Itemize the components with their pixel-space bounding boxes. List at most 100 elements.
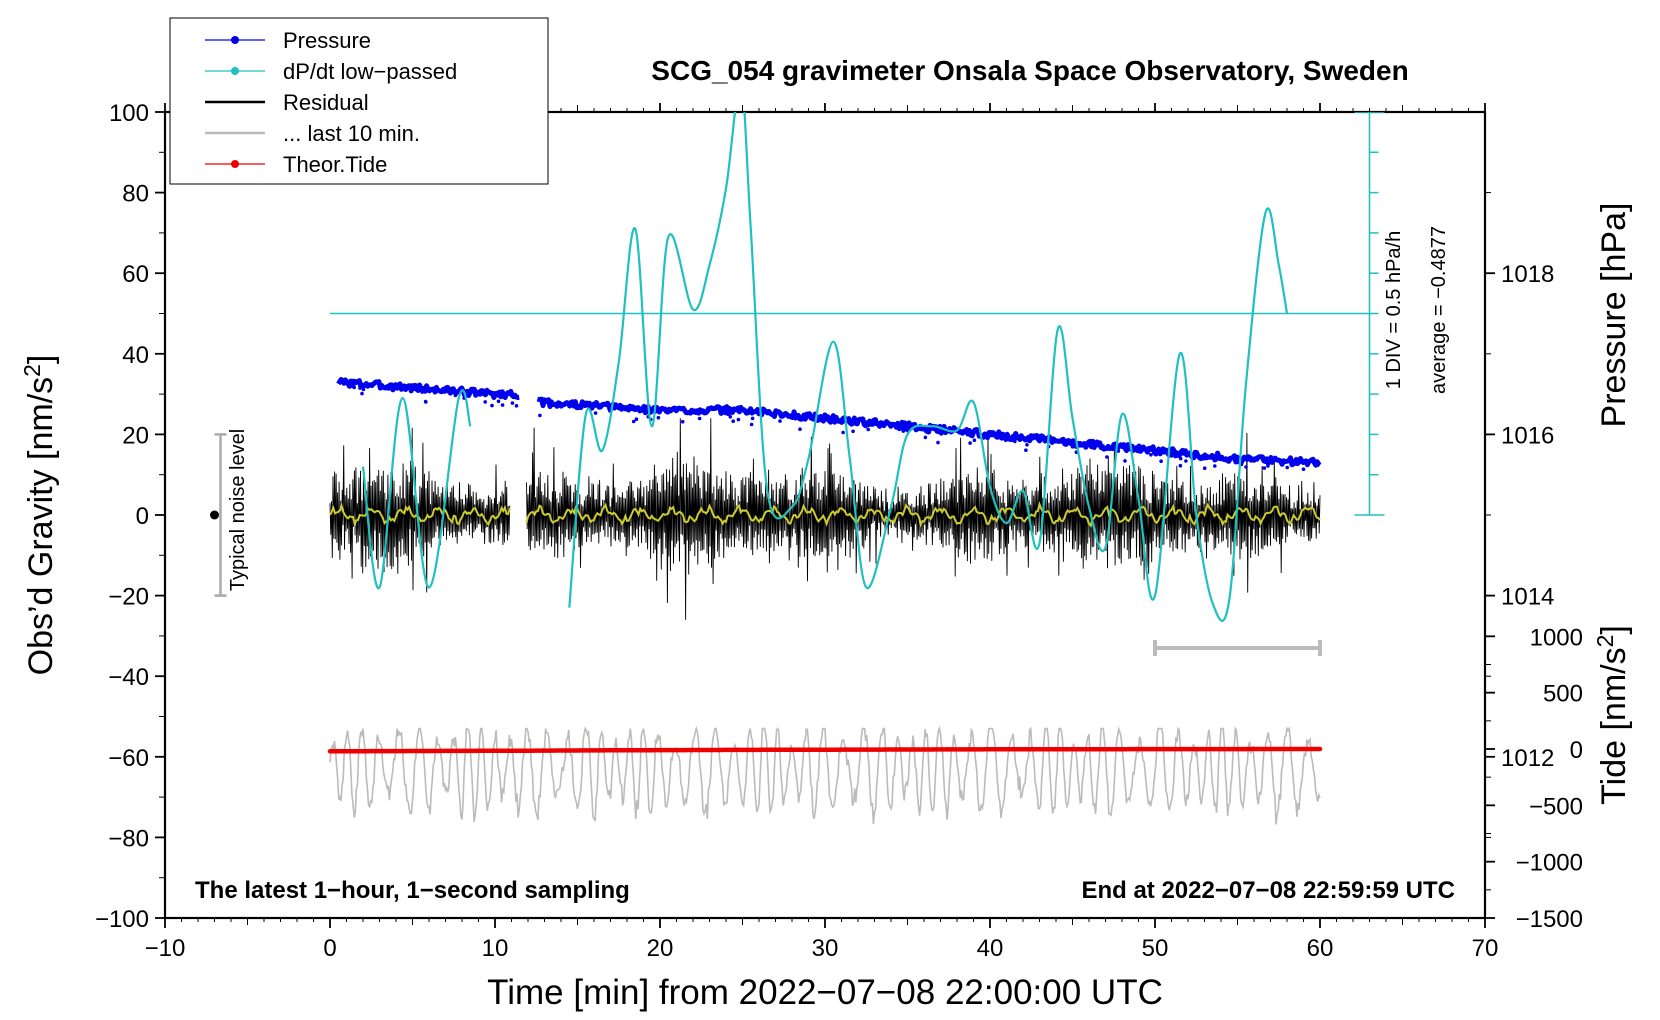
plot-area [210,112,1385,825]
last-10-min-bracket [1153,639,1322,656]
legend-label: ... last 10 min. [283,121,420,146]
tide-tick-label: −500 [1529,793,1583,820]
y-tick-label: −20 [108,584,149,611]
y-tick-label: −100 [95,906,149,933]
x-tick-label: 60 [1307,935,1334,962]
legend-item: ... last 10 min. [205,121,420,146]
y-tick-label: 100 [109,100,149,127]
x-tick-label: 30 [812,935,839,962]
pressure-point [1178,463,1183,468]
axes: −10 0 10 20 30 40 50 60 70−100−80−60−40−20020406… [95,100,1583,962]
dpdt-scale-label: 1 DIV = 0.5 hPa/h [1383,231,1405,389]
pressure-point [1025,443,1029,447]
legend-label: Pressure [283,28,371,53]
tide-tick-label: 1000 [1530,624,1583,651]
y-axis-label-gravity: Obs’d Gravity [nm/s2] [19,355,60,676]
gravity-label-sup: 2 [19,364,45,377]
pressure-tick-label: 1012 [1501,745,1554,772]
pressure-point [1202,466,1207,471]
noise-bar-dot [210,510,219,520]
pressure-tick-label: 1016 [1501,422,1554,449]
gravity-label-main: Obs’d Gravity [nm/s [22,377,60,676]
x-tick-label: 40 [977,935,1004,962]
legend-label: Residual [283,90,369,115]
pressure-point [510,401,515,405]
pressure-tick-label: 1014 [1501,584,1554,611]
pressure-point [514,404,519,408]
pressure-point [453,393,458,398]
pressure-point [1024,448,1028,453]
series-dpdt-segment-2 [568,112,1289,622]
pressure-line [336,377,1322,468]
y-tick-label: −60 [108,745,149,772]
legend-marker [231,67,239,75]
x-tick-label: 0 [323,935,336,962]
pressure-point [500,403,505,407]
pressure-point [352,385,357,390]
pressure-point [656,415,661,420]
pressure-point [361,387,366,392]
pressure-point [936,440,940,445]
legend-marker [231,36,239,44]
pressure-point [749,422,754,427]
tide-tick-label: −1000 [1516,850,1583,877]
y-tick-label: 0 [136,503,149,530]
tide-label-sup: 2 [1592,635,1618,648]
legend-item: dP/dt low−passed [205,59,457,84]
x-axis-label: Time [min] from 2022−07−08 22:00:00 UTC [487,973,1163,1012]
legend-marker [231,160,239,168]
series-last-10-min [329,725,1321,825]
pressure-point [1149,453,1153,457]
y-tick-label: 20 [122,422,149,449]
pressure-point [736,417,741,422]
pressure-point [1285,465,1289,470]
tide-tick-label: 500 [1543,681,1583,708]
pressure-point [968,441,972,445]
pressure-point [731,419,735,424]
x-tick-label: 10 [482,935,509,962]
pressure-point [778,419,782,423]
legend: Pressure dP/dt low−passed Residual ... last… [169,17,549,185]
pressure-point [483,400,488,404]
dpdt-average-label: average = −0.4877 [1428,226,1450,394]
series-theor-tide [327,746,1323,754]
noise-level-label: Typical noise level [227,429,249,591]
pressure-point [1070,445,1075,449]
y-tick-label: −40 [108,664,149,691]
pressure-point [358,386,362,390]
pressure-point [728,415,733,419]
pressure-point [841,430,845,435]
y-tick-label: −80 [108,825,149,852]
legend-item: Pressure [205,28,371,53]
pressure-point [1013,439,1017,444]
pressure-point [798,427,802,432]
pressure-point [538,413,542,418]
pressure-point [1213,464,1217,468]
pressure-point [972,438,977,443]
legend-item: Theor.Tide [205,152,387,177]
dpdt-scale-bar [1354,112,1385,516]
pressure-point [680,419,685,424]
y-axis-label-tide: Tide [nm/s2] [1592,625,1633,805]
pressure-point [1262,466,1267,470]
pressure-point [634,417,639,422]
pressure-point [360,391,364,396]
pressure-point [593,411,598,415]
pressure-point [496,399,501,404]
pressure-point [1301,467,1306,472]
pressure-point [1123,459,1127,463]
pressure-point [851,429,855,434]
pressure-point [1178,456,1183,461]
pressure-point [1244,465,1248,469]
pressure-point [1159,459,1163,464]
noise-level-bar [210,433,227,597]
pressure-point [631,419,636,424]
x-tick-label: 20 [647,935,674,962]
pressure-point [866,427,870,432]
y-tick-label: 80 [122,181,149,208]
y-tick-label: 40 [122,342,149,369]
x-tick-label: 50 [1142,935,1169,962]
series-pressure [336,377,1322,472]
legend-item: Residual [205,90,369,115]
